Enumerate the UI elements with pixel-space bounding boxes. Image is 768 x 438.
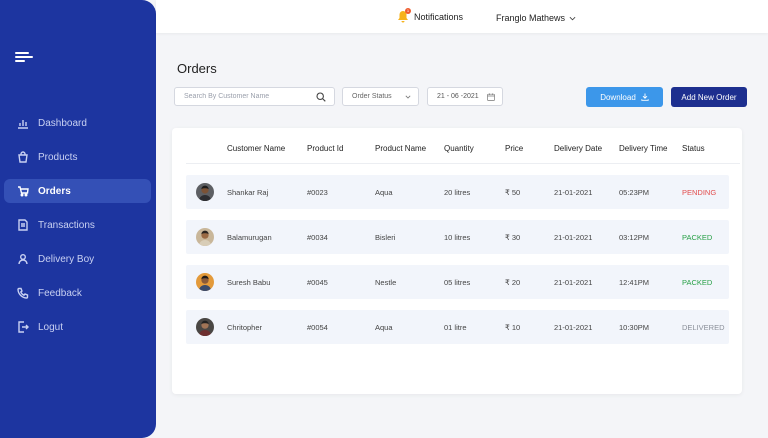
product-id: #0023 [307, 188, 328, 197]
price: ₹ 10 [505, 323, 521, 332]
price: ₹ 20 [505, 278, 521, 287]
quantity: 20 litres [444, 188, 471, 197]
column-header: Product Name [375, 144, 427, 153]
column-header: Product Id [307, 144, 344, 153]
column-header: Quantity [444, 144, 474, 153]
date-value: 21 - 06 -2021 [437, 93, 479, 100]
sidebar-item-label: Delivery Boy [38, 253, 95, 265]
quantity: 10 litres [444, 233, 471, 242]
transactions-icon [17, 219, 29, 231]
sidebar-item-products[interactable]: Products [4, 145, 151, 169]
avatar [196, 318, 214, 336]
user-icon [17, 253, 29, 265]
bag-icon [17, 151, 29, 163]
download-label: Download [600, 92, 636, 102]
avatar [196, 183, 214, 201]
sidebar-item-dashboard[interactable]: Dashboard [4, 111, 151, 135]
sidebar: Dashboard Products Orders Transactions D… [0, 0, 156, 438]
sidebar-item-logout[interactable]: Logut [4, 315, 151, 339]
sidebar-nav: Dashboard Products Orders Transactions D… [4, 111, 151, 349]
sidebar-item-orders[interactable]: Orders [4, 179, 151, 203]
order-status-select[interactable]: Order Status [342, 87, 419, 106]
column-header: Delivery Date [554, 144, 603, 153]
user-menu[interactable]: Franglo Mathews [496, 13, 576, 23]
column-header: Status [682, 144, 705, 153]
date-picker[interactable]: 21 - 06 -2021 [427, 87, 503, 106]
delivery-time: 10:30PM [619, 323, 650, 332]
phone-icon [17, 287, 29, 299]
download-button[interactable]: Download [586, 87, 663, 107]
notifications-button[interactable]: 1 Notifications [397, 8, 464, 23]
sidebar-item-label: Feedback [38, 287, 82, 299]
table-header: Customer Name Product Id Product Name Qu… [186, 128, 740, 164]
status-badge: PACKED [682, 233, 713, 242]
column-header: Delivery Time [619, 144, 668, 153]
download-icon [641, 93, 649, 101]
product-name: Nestle [375, 278, 397, 287]
sidebar-item-label: Products [38, 151, 78, 163]
table-row[interactable]: Suresh Babu #0045 Nestle 05 litres ₹ 20 … [186, 265, 729, 299]
delivery-date: 21-01-2021 [554, 278, 593, 287]
avatar [196, 273, 214, 291]
table-row[interactable]: Balamurugan #0034 Bisleri 10 litres ₹ 30… [186, 220, 729, 254]
sidebar-item-transactions[interactable]: Transactions [4, 213, 151, 237]
add-order-label: Add New Order [681, 92, 737, 102]
calendar-icon [487, 93, 495, 101]
order-status-value: Order Status [352, 93, 392, 100]
logout-icon [17, 321, 29, 333]
top-bar [156, 0, 768, 33]
search-input[interactable] [184, 93, 309, 100]
price: ₹ 30 [505, 233, 521, 242]
product-name: Aqua [375, 323, 393, 332]
notifications-label: Notifications [414, 11, 464, 22]
chevron-down-icon [405, 95, 411, 99]
table-row[interactable]: Chritopher #0054 Aqua 01 litre ₹ 10 21-0… [186, 310, 729, 344]
customer-name: Shankar Raj [227, 188, 269, 197]
delivery-time: 12:41PM [619, 278, 650, 287]
sidebar-item-feedback[interactable]: Feedback [4, 281, 151, 305]
search-box [174, 87, 335, 106]
status-badge: PACKED [682, 278, 713, 287]
product-name: Aqua [375, 188, 393, 197]
sidebar-item-label: Orders [38, 185, 71, 197]
status-badge: DELIVERED [682, 323, 725, 332]
table-row[interactable]: Shankar Raj #0023 Aqua 20 litres ₹ 50 21… [186, 175, 729, 209]
customer-name: Suresh Babu [227, 278, 271, 287]
delivery-date: 21-01-2021 [554, 323, 593, 332]
quantity: 01 litre [444, 323, 467, 332]
bell-icon: 1 [397, 8, 411, 23]
cart-icon [17, 185, 29, 197]
avatar [196, 228, 214, 246]
customer-name: Chritopher [227, 323, 263, 332]
quantity: 05 litres [444, 278, 471, 287]
column-header: Customer Name [227, 144, 286, 153]
add-new-order-button[interactable]: Add New Order [671, 87, 747, 107]
sidebar-item-delivery-boy[interactable]: Delivery Boy [4, 247, 151, 271]
sidebar-item-label: Dashboard [38, 117, 87, 129]
chevron-down-icon [569, 16, 576, 20]
orders-table: Customer Name Product Id Product Name Qu… [172, 128, 742, 394]
delivery-time: 03:12PM [619, 233, 650, 242]
sidebar-item-label: Logut [38, 321, 64, 333]
delivery-date: 21-01-2021 [554, 188, 593, 197]
customer-name: Balamurugan [227, 233, 272, 242]
bar-chart-icon [17, 117, 29, 129]
price: ₹ 50 [505, 188, 521, 197]
search-icon[interactable] [316, 92, 326, 102]
column-header: Price [505, 144, 524, 153]
menu-icon[interactable] [15, 52, 33, 64]
page-title: Orders [177, 61, 217, 76]
product-id: #0034 [307, 233, 328, 242]
status-badge: PENDING [682, 188, 717, 197]
notification-badge: 1 [405, 8, 411, 14]
product-id: #0054 [307, 323, 328, 332]
product-id: #0045 [307, 278, 328, 287]
delivery-date: 21-01-2021 [554, 233, 593, 242]
sidebar-item-label: Transactions [38, 219, 95, 231]
delivery-time: 05:23PM [619, 188, 650, 197]
user-name: Franglo Mathews [496, 13, 566, 23]
product-name: Bisleri [375, 233, 396, 242]
